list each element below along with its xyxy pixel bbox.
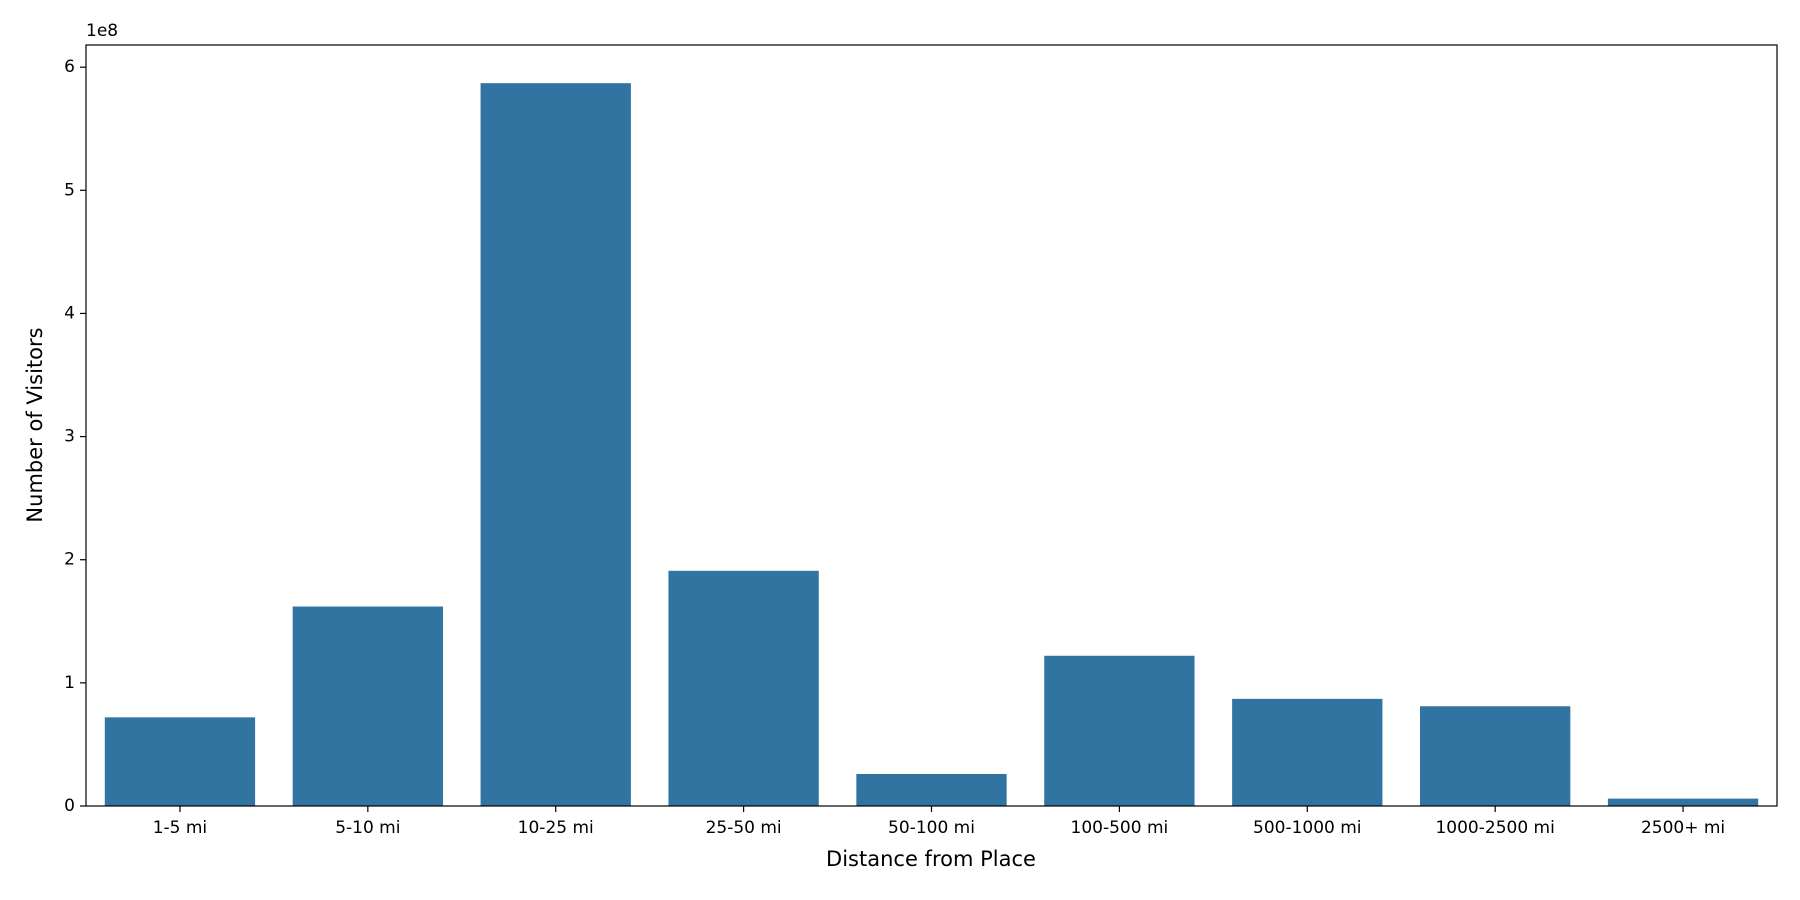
y-tick-label: 5: [64, 180, 75, 200]
bar: [1044, 655, 1195, 806]
y-tick-label: 2: [64, 550, 75, 570]
x-tick-label: 500-1000 mi: [1253, 818, 1362, 838]
y-tick-label: 0: [64, 796, 75, 816]
y-tick-label: 4: [64, 303, 75, 323]
y-tick-label: 6: [64, 57, 75, 77]
bar: [1607, 798, 1759, 806]
bar: [1420, 706, 1571, 806]
x-tick-label: 1-5 mi: [153, 818, 207, 838]
x-tick-label: 25-50 mi: [706, 818, 782, 838]
x-tick-label: 10-25 mi: [518, 818, 594, 838]
y-tick-label: 1: [64, 673, 75, 693]
x-tick-label: 5-10 mi: [335, 818, 400, 838]
bar: [292, 606, 443, 806]
x-axis-title: Distance from Place: [826, 847, 1036, 871]
x-tick-label: 2500+ mi: [1641, 818, 1725, 838]
x-tick-label: 100-500 mi: [1071, 818, 1169, 838]
y-offset-label: 1e8: [86, 21, 118, 41]
bar: [856, 773, 1007, 806]
bar: [1232, 698, 1383, 806]
bar: [668, 570, 819, 806]
y-tick-label: 3: [64, 427, 75, 447]
y-axis-title: Number of Visitors: [23, 327, 47, 522]
plot-frame: [85, 44, 1778, 807]
x-tick-label: 50-100 mi: [888, 818, 975, 838]
bar: [104, 717, 256, 806]
bar: [480, 83, 631, 806]
x-tick-label: 1000-2500 mi: [1435, 818, 1554, 838]
